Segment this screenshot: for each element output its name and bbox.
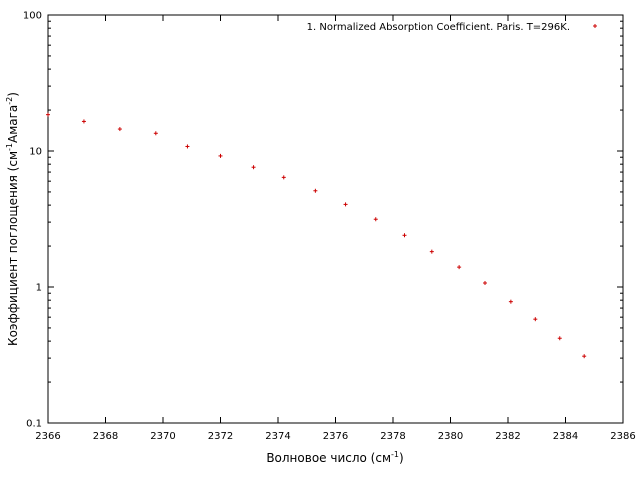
x-tick-label: 2370	[150, 431, 175, 442]
data-point	[153, 131, 158, 136]
y-tick-label: 10	[29, 147, 42, 158]
data-point	[402, 233, 407, 238]
legend-plus-marker	[593, 24, 597, 28]
y-tick-label: 0.1	[26, 419, 42, 430]
x-tick-label: 2374	[265, 431, 290, 442]
data-point	[582, 354, 587, 359]
x-axis-title: Волновое число (см-1)	[266, 450, 403, 465]
x-tick-label: 2372	[208, 431, 233, 442]
data-point	[557, 336, 562, 341]
data-point	[483, 281, 487, 286]
y-tick-label: 1	[36, 283, 42, 294]
data-point	[533, 317, 538, 322]
data-point	[281, 175, 286, 180]
x-tick-label: 2382	[495, 431, 520, 442]
plot-frame	[47, 14, 624, 424]
data-point	[373, 217, 378, 222]
data-point	[251, 165, 256, 170]
data-point	[218, 153, 223, 158]
x-axis: 2366 2368 2370 2372 2374 2376 2378 2380 2382 2384…	[35, 15, 636, 442]
x-tick-label: 2368	[93, 431, 118, 442]
data-point	[429, 249, 434, 254]
legend-marker	[593, 24, 597, 28]
x-tick-label: 2378	[380, 431, 405, 442]
x-tick-label: 2384	[553, 431, 578, 442]
y-axis: 0.1 1 10 100	[23, 11, 623, 430]
x-tick-label: 2366	[35, 431, 60, 442]
data-point	[81, 119, 86, 124]
legend: 1. Normalized Absorption Coefficient. Pa…	[307, 22, 597, 33]
data-point	[46, 112, 50, 117]
data-point	[117, 127, 122, 132]
y-tick-label: 100	[23, 11, 42, 22]
data-point	[508, 299, 513, 304]
x-tick-label: 2376	[323, 431, 348, 442]
x-tick-label: 2380	[438, 431, 463, 442]
legend-label: 1. Normalized Absorption Coefficient. Pa…	[307, 22, 570, 33]
series-points	[46, 112, 587, 359]
x-tick-label: 2386	[610, 431, 635, 442]
data-point	[457, 265, 462, 270]
y-axis-title: Коэффициент поглощения (см-1Амага-2)	[5, 92, 20, 346]
data-point	[185, 144, 190, 149]
data-point	[313, 188, 318, 193]
data-point	[343, 202, 348, 207]
